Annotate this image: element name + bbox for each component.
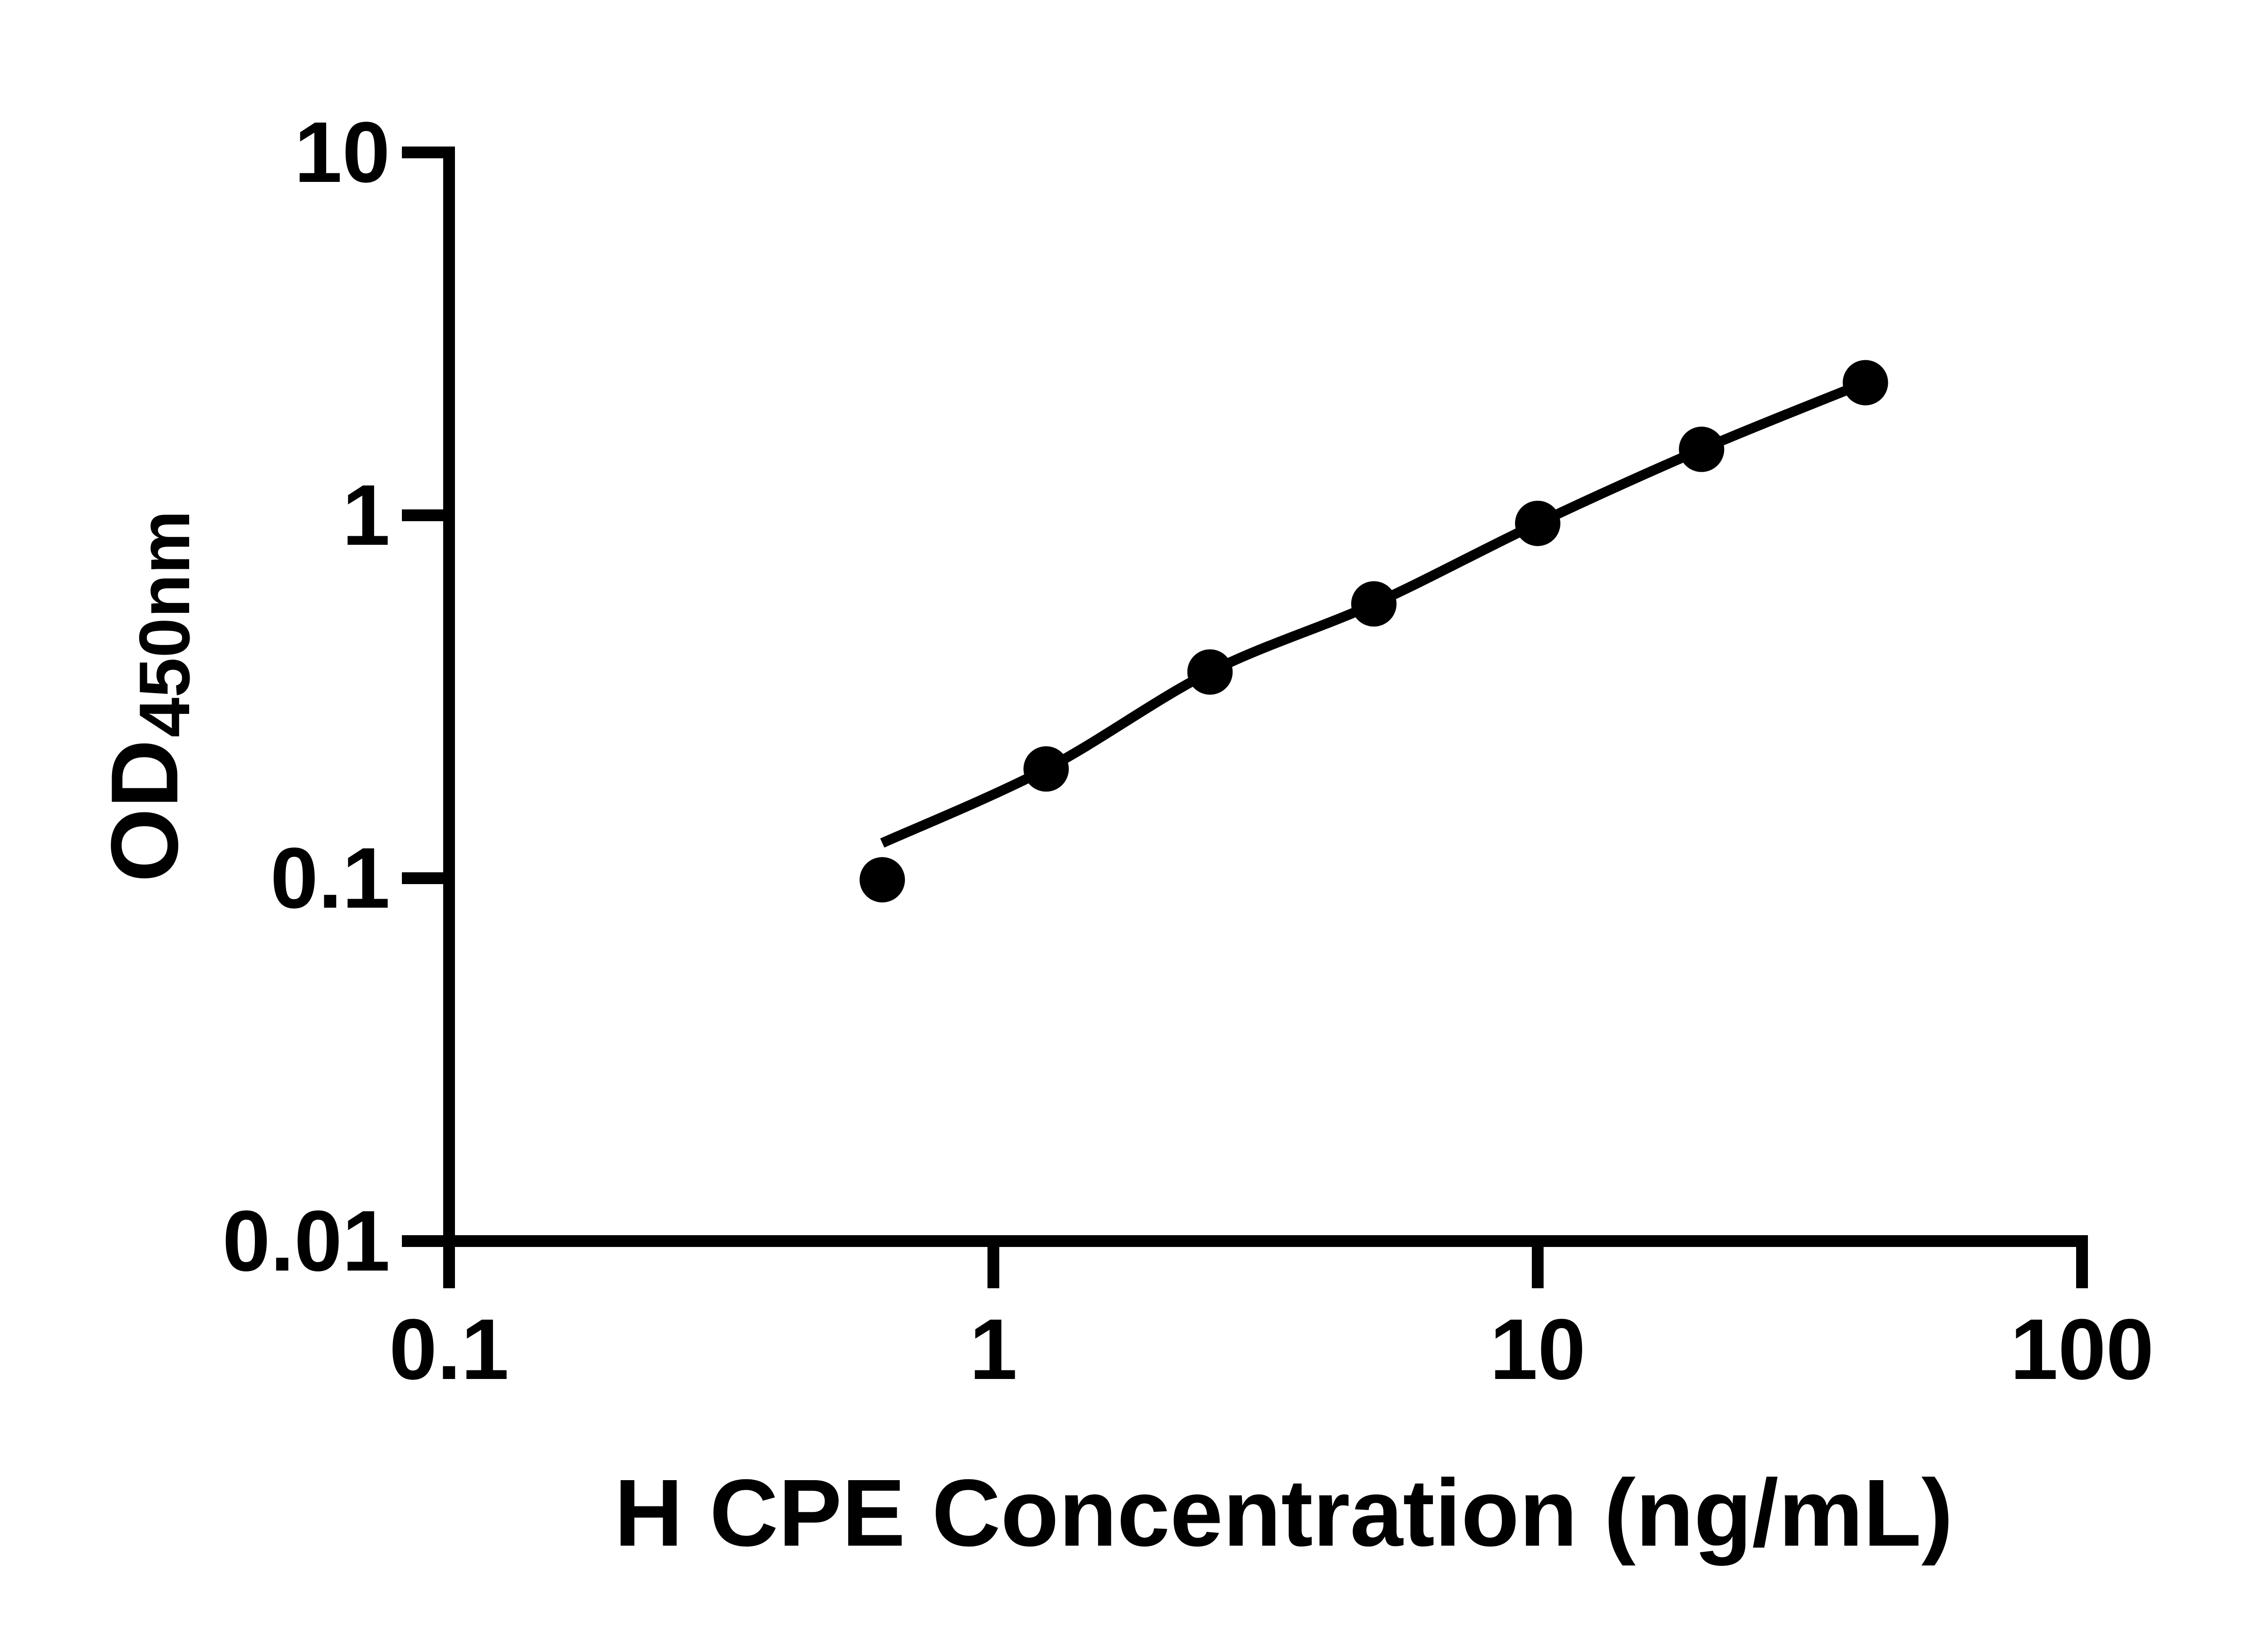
x-tick-label: 10 (1490, 1301, 1585, 1398)
y-tick-label: 0.01 (222, 1193, 390, 1289)
data-point (1351, 581, 1397, 627)
y-tick-label: 1 (342, 467, 390, 563)
axes-layer (402, 147, 2088, 1288)
x-axis-title: H CPE Concentration (ng/mL) (614, 1460, 1953, 1566)
data-point (1023, 746, 1069, 792)
y-axis-title: OD 450nm (91, 510, 205, 882)
data-point (1187, 649, 1233, 695)
y-axis-title-main: OD (91, 739, 198, 882)
axis-title-layer: H CPE Concentration (ng/mL) OD 450nm (91, 510, 1953, 1566)
x-ticks-group (443, 1241, 2088, 1288)
x-tick-label: 1 (969, 1301, 1017, 1398)
series-layer (860, 360, 1888, 903)
x-tick-label: 100 (2010, 1301, 2154, 1398)
y-ticks-group (402, 147, 449, 1247)
data-point (1515, 500, 1560, 546)
data-point (1679, 426, 1725, 472)
x-tick-label: 0.1 (389, 1301, 509, 1398)
data-point (1843, 360, 1888, 406)
y-tick-label: 0.1 (270, 830, 390, 926)
tick-label-layer: 10 1 0.1 0.01 0.1 1 10 100 (222, 104, 2154, 1398)
y-tick-label: 10 (294, 104, 390, 200)
data-point (860, 857, 905, 903)
y-axis-title-sub: 450nm (125, 510, 205, 738)
